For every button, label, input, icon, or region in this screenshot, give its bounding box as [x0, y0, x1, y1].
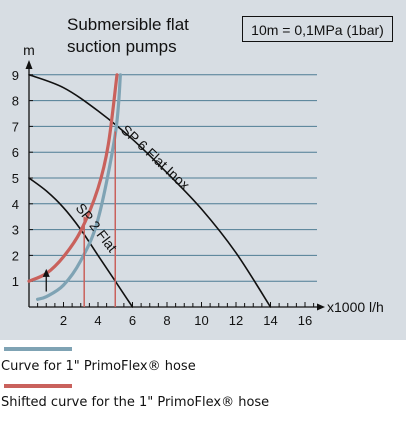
- legend-label-hose-curve: Curve for 1" PrimoFlex® hose: [1, 359, 196, 374]
- y-tick-label-2: 2: [12, 248, 19, 263]
- y-tick-label-9: 9: [12, 68, 19, 83]
- y-tick-label-8: 8: [12, 94, 19, 109]
- x-axis-arrow: [317, 303, 325, 311]
- x-tick-label-12: 12: [229, 313, 243, 328]
- x-tick-label-16: 16: [298, 313, 312, 328]
- unit-note-text: 10m = 0,1MPa (1bar): [251, 22, 384, 38]
- x-tick-label-8: 8: [163, 313, 170, 328]
- y-tick-label-5: 5: [12, 171, 19, 186]
- legend-swatch-red: [4, 384, 72, 388]
- x-tick-label-2: 2: [60, 313, 67, 328]
- x-tick-label-14: 14: [263, 313, 277, 328]
- y-tick-label-4: 4: [12, 197, 19, 212]
- curve-sp6-flat-inox: [28, 74, 272, 308]
- chart-title-line-1: Submersible flat: [67, 15, 189, 34]
- y-axis-arrow: [25, 60, 33, 69]
- chart-panel: 1 2 3 4 5 6 7 8 9 2 4 6 8 10 12 14 16 m x1000 l/h Submersib…: [0, 0, 406, 340]
- x-tick-label-6: 6: [129, 313, 136, 328]
- y-axis-label: m: [23, 42, 35, 58]
- y-tick-label-6: 6: [12, 145, 19, 160]
- label-sp6-flat-inox: SP 6 Flat Inox: [118, 121, 193, 193]
- chart-title-line-2: suction pumps: [67, 37, 177, 56]
- y-tick-label-3: 3: [12, 223, 19, 238]
- y-tick-label-1: 1: [12, 274, 19, 289]
- curve-hose-blue: [36, 73, 122, 301]
- suction-arrow-head: [42, 268, 50, 277]
- x-axis-label: x1000 l/h: [327, 299, 384, 315]
- legend-swatch-blue: [4, 347, 72, 351]
- legend-label-shifted-curve: Shifted curve for the 1" PrimoFlex® hose: [1, 395, 270, 410]
- x-tick-label-4: 4: [94, 313, 101, 328]
- y-tick-label-7: 7: [12, 119, 19, 134]
- unit-note-box: [242, 16, 393, 42]
- x-tick-label-10: 10: [194, 313, 208, 328]
